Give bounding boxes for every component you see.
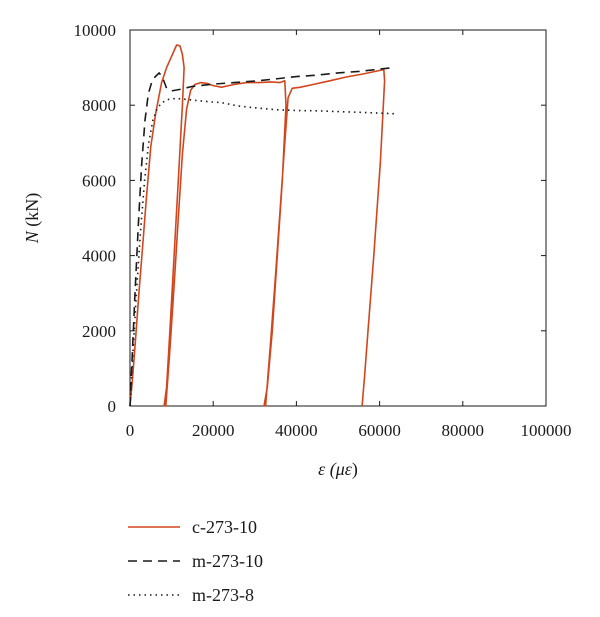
x-axis-title: ε (με) — [318, 459, 358, 480]
y-tick-label: 2000 — [82, 322, 116, 341]
y-tick-label: 8000 — [82, 96, 116, 115]
y-tick-label: 6000 — [82, 171, 116, 190]
legend-item-c-273-10: c-273-10 — [128, 510, 263, 544]
y-tick-label: 4000 — [82, 247, 116, 266]
x-tick-label: 20000 — [192, 421, 235, 440]
series-line-c-273-10 — [129, 44, 386, 407]
plot-frame — [129, 29, 547, 407]
y-axis-title: N (kN) — [22, 193, 43, 245]
x-tick-label: 60000 — [358, 421, 401, 440]
legend-item-m-273-10: m-273-10 — [128, 544, 263, 578]
legend-label: m-273-8 — [192, 584, 254, 605]
x-tick-label: 0 — [126, 421, 135, 440]
legend-item-m-273-8: m-273-8 — [128, 578, 263, 612]
chart-canvas: 0 20000 40000 60000 80000 100000 0 2000 4000 6000… — [22, 21, 572, 480]
x-tick-label: 80000 — [442, 421, 485, 440]
x-tick-label: 40000 — [275, 421, 318, 440]
legend: c-273-10 m-273-10 m-273-8 — [128, 510, 263, 612]
y-tick-label: 10000 — [74, 21, 117, 40]
series-line-m-273-10 — [129, 67, 391, 407]
y-tick-label: 0 — [108, 397, 117, 416]
legend-swatch-dashed — [128, 560, 180, 562]
legend-swatch-solid — [128, 526, 180, 528]
legend-swatch-dotted — [128, 594, 180, 596]
legend-label: c-273-10 — [192, 516, 257, 537]
legend-label: m-273-10 — [192, 550, 263, 571]
x-tick-label: 100000 — [521, 421, 572, 440]
